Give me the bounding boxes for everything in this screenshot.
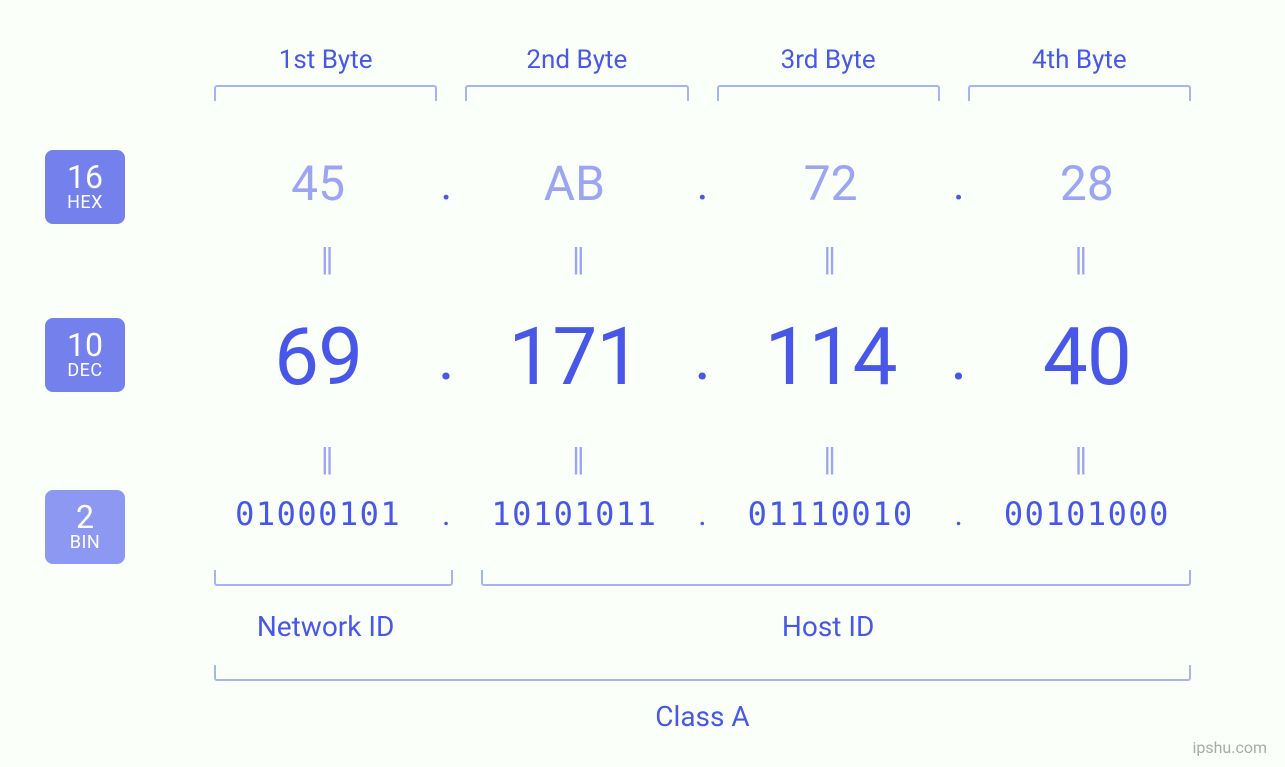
- equals-icon: ||: [451, 240, 702, 278]
- equals-row-2: || || || ||: [200, 440, 1205, 478]
- bin-badge-base: 2: [76, 501, 94, 535]
- dec-row: 69 . 171 . 114 . 40: [200, 310, 1205, 404]
- dot-separator: .: [436, 158, 456, 210]
- id-label-row: Network ID Host ID: [200, 610, 1205, 643]
- bin-byte-4: 00101000: [969, 495, 1205, 533]
- bin-byte-3: 01110010: [713, 495, 949, 533]
- dec-byte-2: 171: [456, 310, 692, 404]
- hex-byte-3: 72: [713, 155, 949, 212]
- dec-byte-3: 114: [713, 310, 949, 404]
- equals-icon: ||: [954, 240, 1205, 278]
- equals-icon: ||: [954, 440, 1205, 478]
- dec-byte-1: 69: [200, 310, 436, 404]
- dot-separator: .: [693, 495, 713, 533]
- ip-diagram: 1st Byte 2nd Byte 3rd Byte 4th Byte 16 H…: [0, 0, 1285, 767]
- bin-byte-1: 01000101: [200, 495, 436, 533]
- dot-separator: .: [436, 320, 456, 395]
- class-label: Class A: [200, 700, 1205, 733]
- hex-byte-4: 28: [969, 155, 1205, 212]
- byte-header-1: 1st Byte: [200, 45, 451, 75]
- dec-badge-label: DEC: [67, 362, 102, 381]
- equals-icon: ||: [703, 240, 954, 278]
- equals-icon: ||: [200, 440, 451, 478]
- byte-header-3: 3rd Byte: [703, 45, 954, 75]
- hex-badge-base: 16: [67, 161, 103, 195]
- class-bracket: [214, 665, 1191, 681]
- byte-header-2: 2nd Byte: [451, 45, 702, 75]
- hex-badge: 16 HEX: [45, 150, 125, 224]
- byte-header-row: 1st Byte 2nd Byte 3rd Byte 4th Byte: [200, 45, 1205, 75]
- hex-row: 45 . AB . 72 . 28: [200, 155, 1205, 212]
- hex-badge-label: HEX: [67, 194, 103, 213]
- top-bracket-2: [465, 85, 688, 101]
- equals-icon: ||: [451, 440, 702, 478]
- network-id-bracket: [214, 570, 453, 586]
- dec-badge-base: 10: [67, 329, 103, 363]
- dec-badge: 10 DEC: [45, 318, 125, 392]
- id-bracket-row: [200, 570, 1205, 586]
- dot-separator: .: [693, 158, 713, 210]
- network-id-label: Network ID: [200, 610, 451, 643]
- watermark: ipshu.com: [1192, 738, 1267, 757]
- equals-icon: ||: [703, 440, 954, 478]
- dot-separator: .: [949, 495, 969, 533]
- dot-separator: .: [949, 158, 969, 210]
- equals-row-1: || || || ||: [200, 240, 1205, 278]
- hex-byte-1: 45: [200, 155, 436, 212]
- hex-byte-2: AB: [456, 155, 692, 212]
- top-bracket-1: [214, 85, 437, 101]
- dot-separator: .: [949, 320, 969, 395]
- host-id-label: Host ID: [451, 610, 1205, 643]
- bin-badge-label: BIN: [70, 534, 100, 553]
- byte-header-4: 4th Byte: [954, 45, 1205, 75]
- top-bracket-row: [200, 85, 1205, 101]
- top-bracket-4: [968, 85, 1191, 101]
- dot-separator: .: [693, 320, 713, 395]
- dec-byte-4: 40: [969, 310, 1205, 404]
- dot-separator: .: [436, 495, 456, 533]
- host-id-bracket: [481, 570, 1191, 586]
- equals-icon: ||: [200, 240, 451, 278]
- top-bracket-3: [717, 85, 940, 101]
- bin-row: 01000101 . 10101011 . 01110010 . 0010100…: [200, 495, 1205, 533]
- bin-byte-2: 10101011: [456, 495, 692, 533]
- bin-badge: 2 BIN: [45, 490, 125, 564]
